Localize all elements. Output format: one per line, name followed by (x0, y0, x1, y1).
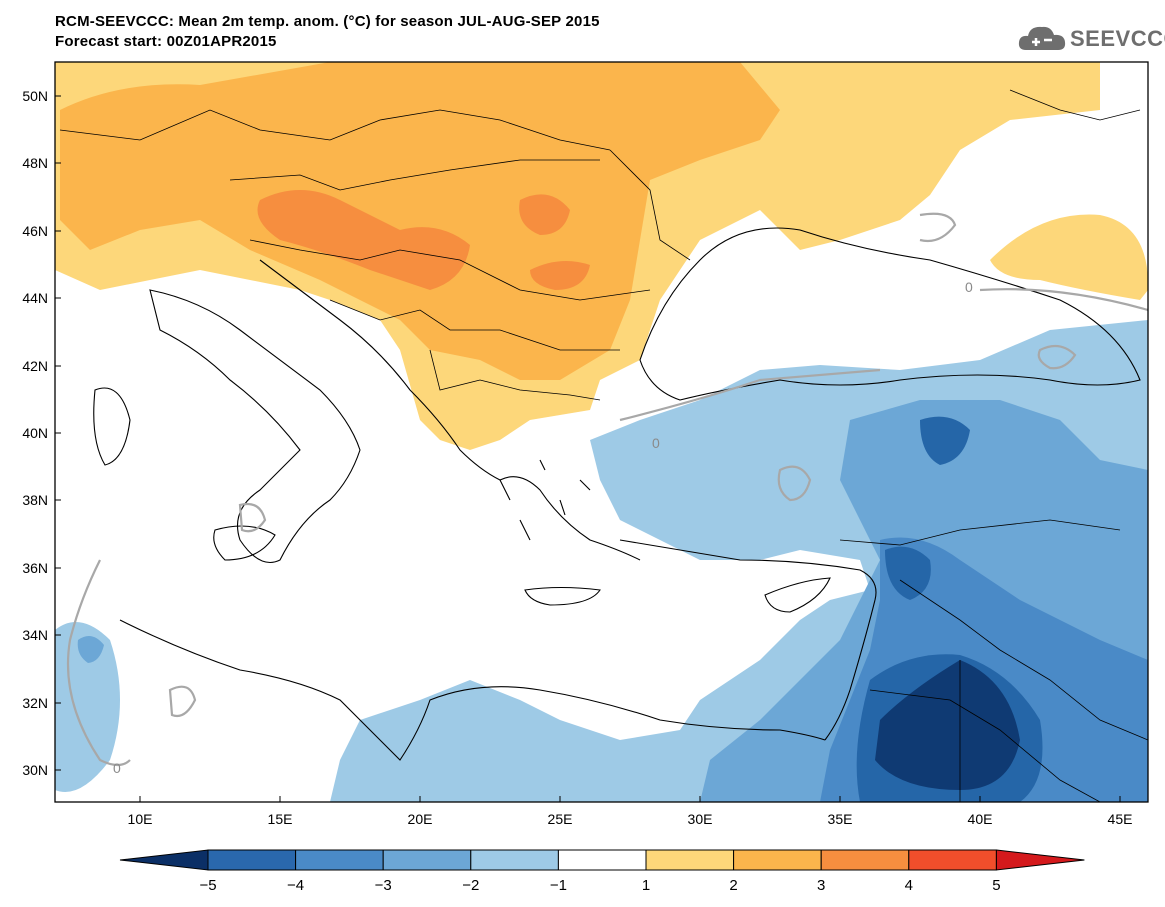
latitude-axis: 50N 48N 46N 44N 42N 40N 38N 36N 34N 32N 30N (22, 88, 61, 778)
lat-tick-label: 32N (22, 695, 48, 711)
cold-anomaly-region-8 (55, 622, 120, 792)
cold-anomaly-region-7 (885, 546, 931, 600)
lon-tick-label: 30E (688, 811, 713, 827)
colorbar-segment (908, 849, 997, 871)
colorbar-right-arrow (995, 849, 1085, 871)
lon-tick-label: 25E (548, 811, 573, 827)
colorbar-segment (645, 849, 735, 871)
warm-anomaly-region-2 (990, 214, 1148, 300)
colorbar-segment (382, 849, 472, 871)
lon-tick-label: 40E (968, 811, 993, 827)
lat-tick-label: 46N (22, 223, 48, 239)
coastlines (93, 227, 1141, 761)
turkey-south-coast (619, 539, 877, 601)
cold-anomaly-region-9 (77, 636, 104, 663)
lat-tick-label: 40N (22, 425, 48, 441)
cloud-icon (1018, 26, 1066, 50)
africa-north-coast (119, 619, 826, 761)
map-field: 0 0 0 (55, 62, 1148, 802)
longitude-axis: 10E 15E 20E 25E 30E 35E 40E 45E (128, 796, 1133, 827)
levant-coast (824, 599, 876, 741)
country-borders (59, 89, 1148, 802)
black-sea-coast (639, 227, 1141, 401)
colorbar-segment (557, 849, 647, 871)
title-line-1: RCM-SEEVCCC: Mean 2m temp. anom. (°C) fo… (55, 13, 600, 30)
lon-tick-label: 35E (828, 811, 853, 827)
lat-tick-label: 44N (22, 290, 48, 306)
colorbar-label: −4 (287, 877, 304, 894)
lon-tick-label: 20E (408, 811, 433, 827)
colorbar-segment (470, 849, 559, 871)
cyprus-coast (764, 577, 831, 613)
lat-tick-label: 30N (22, 762, 48, 778)
sicily-coast (213, 525, 276, 561)
cold-anomaly-region-5 (875, 660, 1020, 790)
sardinia-coast (93, 387, 131, 466)
zero-contour (66, 212, 1148, 767)
warm-anomaly-region-3 (60, 62, 780, 380)
map-frame (54, 61, 1149, 803)
colorbar-label: −2 (462, 877, 479, 894)
colorbar-label: −1 (550, 877, 567, 894)
colorbar-label: −5 (199, 877, 216, 894)
colorbar-label: −3 (375, 877, 392, 894)
lat-tick-label: 50N (22, 88, 48, 104)
lat-tick-label: 48N (22, 155, 48, 171)
aegean-islands (499, 459, 591, 541)
lon-tick-label: 15E (268, 811, 293, 827)
lat-tick-label: 42N (22, 358, 48, 374)
lat-tick-label: 36N (22, 560, 48, 576)
colorbar-segment (207, 849, 297, 871)
colorbar-label: 2 (729, 877, 737, 894)
lon-tick-label: 10E (128, 811, 153, 827)
map-title: RCM-SEEVCCC: Mean 2m temp. anom. (°C) fo… (55, 12, 600, 52)
logo-text: SEEVCCC (1070, 26, 1165, 51)
italy-coast (149, 289, 361, 564)
warm-anomaly-region-6 (530, 261, 590, 290)
lat-tick-label: 34N (22, 627, 48, 643)
colorbar-label: 1 (642, 877, 650, 894)
lat-tick-label: 38N (22, 492, 48, 508)
title-line-2: Forecast start: 00Z01APR2015 (55, 33, 277, 50)
colorbar: −5 −4 −3 −2 −1 1 2 3 4 5 (119, 849, 1085, 894)
colorbar-segment (820, 849, 910, 871)
lon-tick-label: 45E (1108, 811, 1133, 827)
colorbar-left-arrow (119, 849, 209, 871)
balkan-coast (259, 259, 641, 561)
cold-anomaly-region-6 (920, 416, 970, 465)
colorbar-segment (733, 849, 822, 871)
contour-label-2: 0 (652, 435, 660, 451)
colorbar-label: 4 (905, 877, 913, 894)
crete-coast (524, 586, 601, 606)
colorbar-segment (295, 849, 384, 871)
contour-label-3: 0 (113, 760, 121, 776)
warm-anomaly-region-4 (257, 190, 470, 290)
contour-label-1: 0 (965, 279, 973, 295)
colorbar-label: 5 (992, 877, 1000, 894)
colorbar-label: 3 (817, 877, 825, 894)
warm-anomaly-region-5 (519, 194, 570, 235)
